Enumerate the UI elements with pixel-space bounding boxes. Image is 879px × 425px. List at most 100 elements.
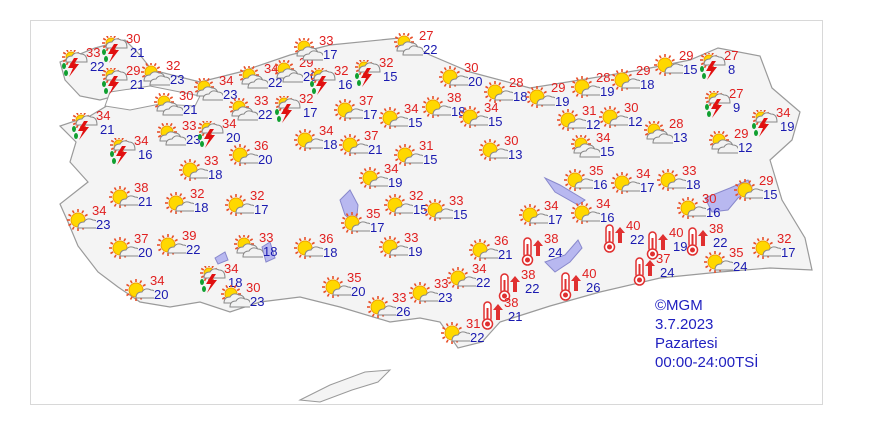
weather-station: 34 20 <box>196 117 256 157</box>
date-text: 3.7.2023 <box>655 316 714 333</box>
sun-icon <box>422 96 451 118</box>
weather-station: 33 23 <box>408 277 468 317</box>
max-temp: 33 <box>182 118 197 133</box>
min-temp: 18 <box>513 89 528 104</box>
weather-station: 34 17 <box>518 199 578 239</box>
sun-icon <box>409 282 438 304</box>
min-temp: 18 <box>208 167 223 182</box>
max-temp: 34 <box>596 130 611 145</box>
weather-station: 33 22 <box>228 94 288 134</box>
min-temp: 13 <box>508 147 523 162</box>
weather-station: 31 15 <box>393 139 453 179</box>
max-temp: 28 <box>596 70 611 85</box>
max-temp: 32 <box>190 186 205 201</box>
min-temp: 23 <box>438 290 453 305</box>
weather-station: 38 21 <box>478 296 538 336</box>
weather-station: 34 16 <box>570 197 630 237</box>
weather-station: 31 12 <box>556 104 616 144</box>
max-temp: 36 <box>319 231 334 246</box>
weather-station: 30 21 <box>153 89 213 129</box>
max-temp: 33 <box>259 230 274 245</box>
min-temp: 15 <box>423 152 438 167</box>
copyright-text: ©MGM <box>655 297 703 314</box>
thermometer-hot-icon <box>498 273 520 302</box>
max-temp: 34 <box>150 273 165 288</box>
max-temp: 32 <box>409 188 424 203</box>
max-temp: 32 <box>166 58 181 73</box>
weather-station: 34 22 <box>238 62 298 102</box>
max-temp: 34 <box>636 166 651 181</box>
weather-station: 34 23 <box>193 74 253 114</box>
max-temp: 35 <box>366 206 381 221</box>
weather-station: 35 20 <box>321 271 381 311</box>
min-temp: 15 <box>453 207 468 222</box>
map-frame <box>30 20 823 405</box>
max-temp: 34 <box>224 261 239 276</box>
thunderstorm-icon <box>700 53 726 80</box>
weather-station: 32 17 <box>751 232 811 272</box>
min-temp: 17 <box>323 47 338 62</box>
sun-icon <box>654 54 683 76</box>
weather-station: 32 23 <box>140 59 200 99</box>
weather-station: 36 20 <box>228 139 288 179</box>
sun-icon <box>459 106 488 128</box>
min-temp: 24 <box>660 265 675 280</box>
min-temp: 22 <box>713 235 728 250</box>
weather-station: 34 19 <box>750 106 810 146</box>
thunderstorm-icon <box>275 96 301 123</box>
sun-icon <box>109 186 138 208</box>
thunderstorm-icon <box>752 110 778 137</box>
weather-station: 33 18 <box>233 231 293 271</box>
thermometer-hot-icon <box>686 227 708 256</box>
max-temp: 28 <box>509 75 524 90</box>
max-temp: 38 <box>521 267 536 282</box>
weather-station: 34 20 <box>124 274 184 314</box>
min-temp: 24 <box>548 245 563 260</box>
sun-icon <box>484 81 513 103</box>
sun-cloud-icon <box>644 121 673 144</box>
min-temp: 21 <box>138 194 153 209</box>
sun-icon <box>294 237 323 259</box>
min-temp: 22 <box>525 281 540 296</box>
weather-station: 34 21 <box>70 109 130 149</box>
weather-station: 36 21 <box>468 234 528 274</box>
weather-station: 37 17 <box>333 94 393 134</box>
sun-icon <box>341 212 370 234</box>
thermometer-hot-icon <box>633 257 655 286</box>
weather-station: 32 18 <box>164 187 224 227</box>
max-temp: 34 <box>134 133 149 148</box>
weather-station: 34 23 <box>66 204 126 244</box>
max-temp: 28 <box>669 116 684 131</box>
min-temp: 18 <box>194 200 209 215</box>
min-temp: 16 <box>600 210 615 225</box>
sun-icon <box>677 197 706 219</box>
max-temp: 34 <box>544 198 559 213</box>
sun-icon <box>469 239 498 261</box>
min-temp: 24 <box>733 259 748 274</box>
thunderstorm-icon <box>110 138 136 165</box>
sun-cloud-icon <box>157 123 186 146</box>
sun-icon <box>657 169 686 191</box>
max-temp: 34 <box>219 73 234 88</box>
min-temp: 18 <box>323 245 338 260</box>
min-temp: 23 <box>96 217 111 232</box>
max-temp: 35 <box>589 163 604 178</box>
lake-egirdir <box>214 251 229 265</box>
thermometer-hot-icon <box>481 301 503 330</box>
weather-station: 40 26 <box>556 267 616 307</box>
thunderstorm-icon <box>310 68 336 95</box>
sun-icon <box>611 69 640 91</box>
max-temp: 38 <box>447 90 462 105</box>
min-temp: 21 <box>100 122 115 137</box>
max-temp: 35 <box>729 245 744 260</box>
day-text: Pazartesi <box>655 335 718 352</box>
min-temp: 15 <box>763 187 778 202</box>
sun-cloud-icon <box>239 66 268 89</box>
weather-station: 36 18 <box>293 232 353 272</box>
weather-station: 34 15 <box>378 102 438 142</box>
weather-station: 30 23 <box>220 281 280 321</box>
weather-station: 34 16 <box>108 134 168 174</box>
min-temp: 21 <box>130 45 145 60</box>
sun-icon <box>571 202 600 224</box>
min-temp: 20 <box>351 284 366 299</box>
